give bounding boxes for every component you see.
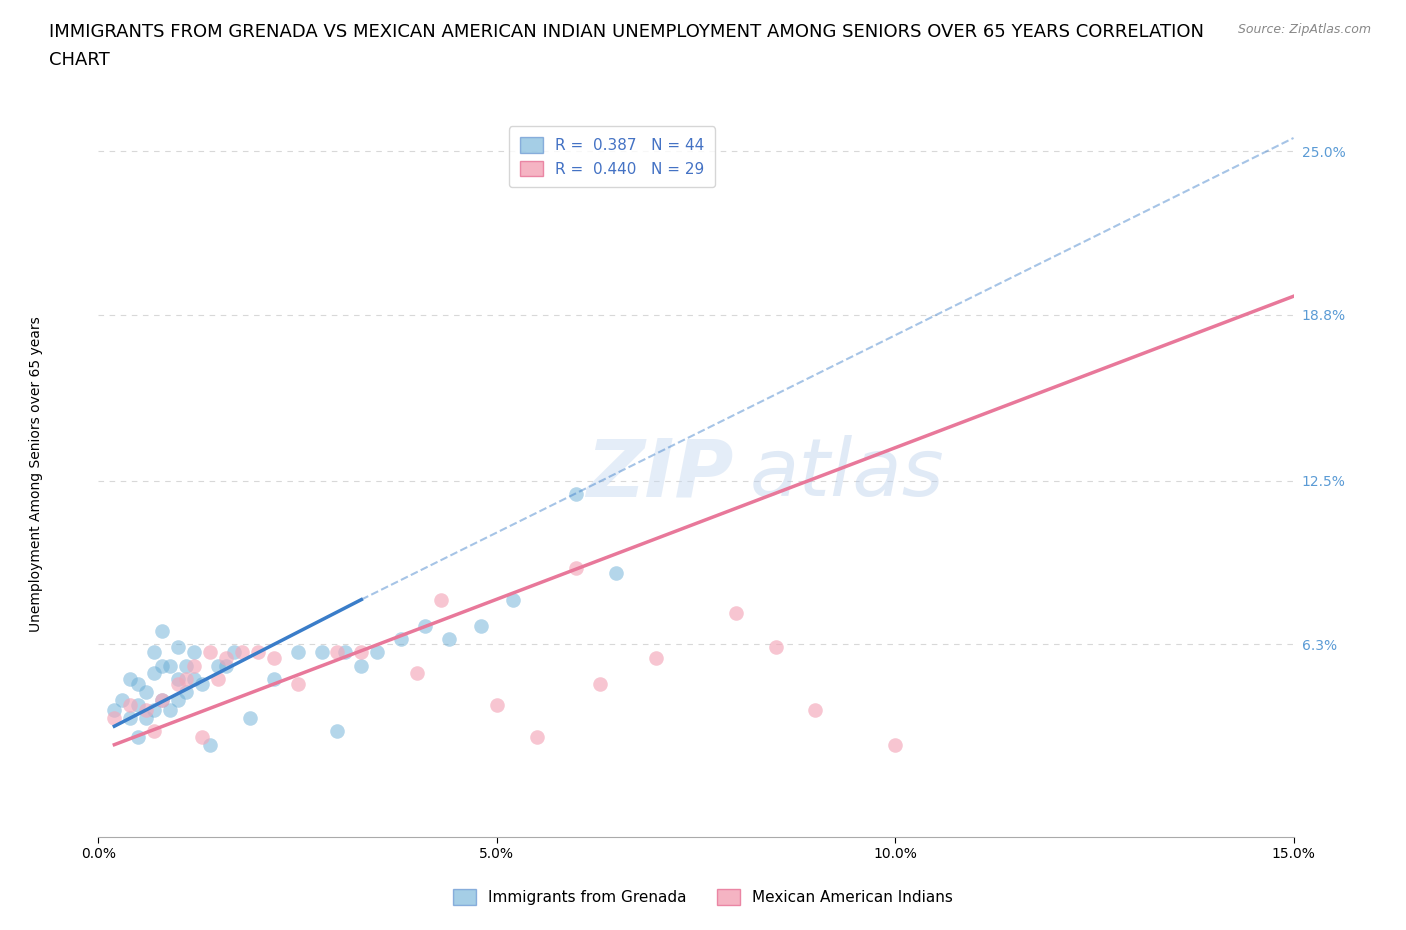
Point bbox=[183, 644, 205, 659]
Point bbox=[150, 658, 173, 673]
Text: Source: ZipAtlas.com: Source: ZipAtlas.com bbox=[1237, 23, 1371, 36]
Legend: R =  0.387   N = 44, R =  0.440   N = 29: R = 0.387 N = 44, R = 0.440 N = 29 bbox=[509, 126, 716, 188]
Point bbox=[366, 644, 388, 659]
Point bbox=[150, 693, 173, 708]
Point bbox=[470, 618, 492, 633]
Point bbox=[143, 666, 166, 681]
Point bbox=[120, 711, 142, 725]
Point bbox=[215, 658, 238, 673]
Point bbox=[215, 650, 238, 665]
Point bbox=[231, 644, 253, 659]
Text: IMMIGRANTS FROM GRENADA VS MEXICAN AMERICAN INDIAN UNEMPLOYMENT AMONG SENIORS OV: IMMIGRANTS FROM GRENADA VS MEXICAN AMERI… bbox=[49, 23, 1204, 41]
Legend: Immigrants from Grenada, Mexican American Indians: Immigrants from Grenada, Mexican America… bbox=[447, 883, 959, 911]
Point bbox=[326, 724, 349, 739]
Point bbox=[389, 631, 412, 646]
Point bbox=[167, 693, 190, 708]
Point bbox=[143, 703, 166, 718]
Point bbox=[183, 671, 205, 686]
Point bbox=[143, 644, 166, 659]
Point bbox=[287, 644, 309, 659]
Point bbox=[406, 666, 429, 681]
Text: atlas: atlas bbox=[749, 435, 945, 513]
Point bbox=[135, 684, 157, 699]
Point bbox=[191, 729, 214, 744]
Point bbox=[502, 592, 524, 607]
Y-axis label: Unemployment Among Seniors over 65 years: Unemployment Among Seniors over 65 years bbox=[30, 316, 42, 632]
Point bbox=[174, 684, 197, 699]
Point bbox=[589, 676, 612, 691]
Point bbox=[884, 737, 907, 752]
Point bbox=[207, 671, 229, 686]
Point bbox=[724, 605, 747, 620]
Point bbox=[246, 644, 269, 659]
Point bbox=[287, 676, 309, 691]
Point bbox=[150, 693, 173, 708]
Point bbox=[222, 644, 245, 659]
Point bbox=[103, 711, 125, 725]
Point bbox=[526, 729, 548, 744]
Text: ZIP: ZIP bbox=[586, 435, 734, 513]
Point bbox=[263, 650, 285, 665]
Point bbox=[143, 724, 166, 739]
Point bbox=[191, 676, 214, 691]
Point bbox=[565, 561, 588, 576]
Point bbox=[167, 676, 190, 691]
Point bbox=[167, 671, 190, 686]
Point bbox=[174, 658, 197, 673]
Point bbox=[565, 486, 588, 501]
Point bbox=[135, 703, 157, 718]
Point bbox=[485, 698, 508, 712]
Point bbox=[350, 658, 373, 673]
Point bbox=[605, 565, 627, 580]
Point bbox=[198, 737, 221, 752]
Point bbox=[765, 640, 787, 655]
Point bbox=[159, 703, 181, 718]
Point bbox=[263, 671, 285, 686]
Point bbox=[239, 711, 262, 725]
Point bbox=[127, 676, 149, 691]
Point bbox=[127, 729, 149, 744]
Point bbox=[326, 644, 349, 659]
Point bbox=[413, 618, 436, 633]
Point bbox=[437, 631, 460, 646]
Point bbox=[804, 703, 827, 718]
Point bbox=[120, 698, 142, 712]
Point bbox=[111, 693, 134, 708]
Point bbox=[120, 671, 142, 686]
Point bbox=[150, 624, 173, 639]
Point bbox=[207, 658, 229, 673]
Point bbox=[430, 592, 453, 607]
Point bbox=[103, 703, 125, 718]
Point bbox=[159, 658, 181, 673]
Point bbox=[198, 644, 221, 659]
Text: CHART: CHART bbox=[49, 51, 110, 69]
Point bbox=[135, 711, 157, 725]
Point bbox=[183, 658, 205, 673]
Point bbox=[167, 640, 190, 655]
Point bbox=[127, 698, 149, 712]
Point bbox=[311, 644, 333, 659]
Point bbox=[645, 650, 668, 665]
Point bbox=[350, 644, 373, 659]
Point bbox=[174, 671, 197, 686]
Point bbox=[335, 644, 357, 659]
